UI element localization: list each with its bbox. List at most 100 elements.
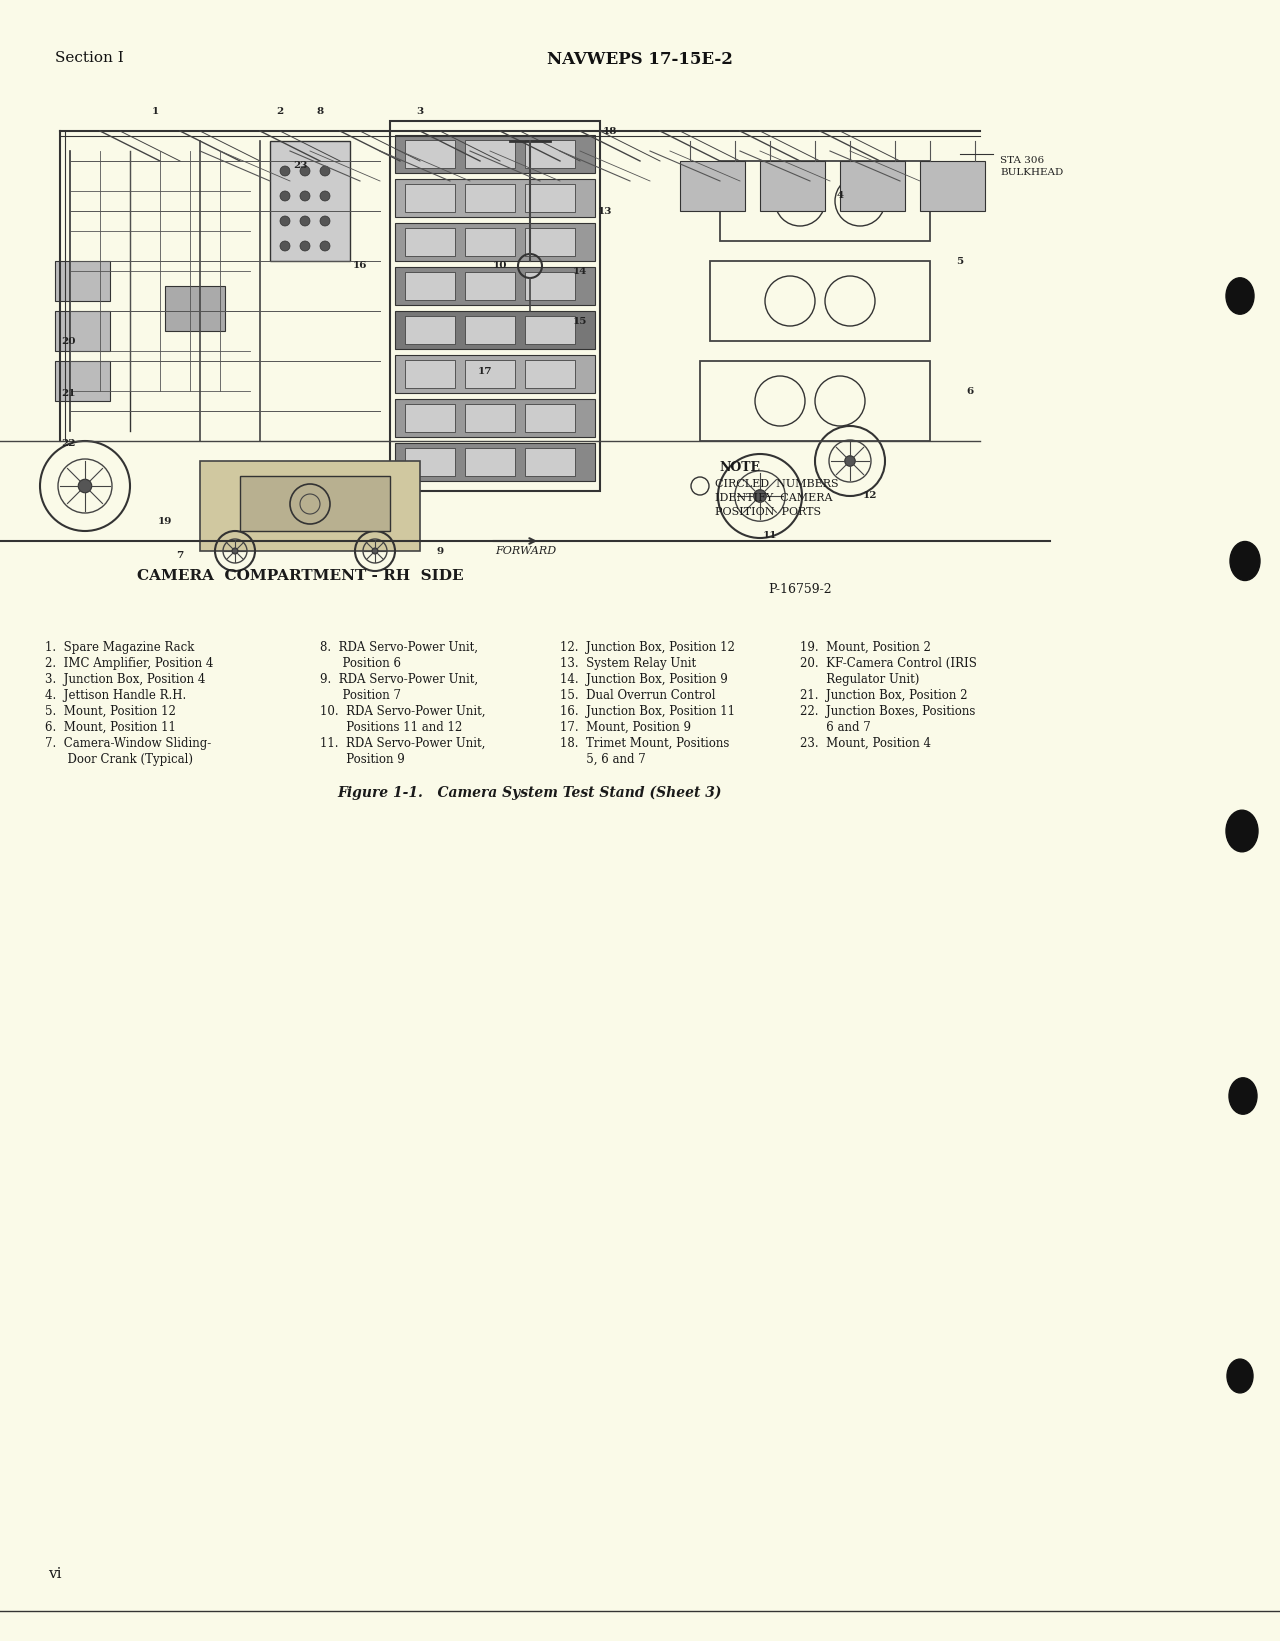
Ellipse shape	[1230, 542, 1260, 581]
Text: Position 6: Position 6	[320, 656, 401, 670]
Circle shape	[232, 548, 238, 555]
Circle shape	[320, 190, 330, 200]
Bar	[55, 312, 110, 351]
Bar	[525, 228, 575, 256]
Text: 19: 19	[157, 517, 173, 525]
Text: 18.  Trimet Mount, Positions: 18. Trimet Mount, Positions	[561, 737, 730, 750]
Text: NAVWEPS 17-15E-2: NAVWEPS 17-15E-2	[547, 51, 733, 67]
Text: 21.  Junction Box, Position 2: 21. Junction Box, Position 2	[800, 689, 968, 702]
Text: 14: 14	[573, 266, 588, 276]
Text: 8.  RDA Servo-Power Unit,: 8. RDA Servo-Power Unit,	[320, 642, 477, 655]
Text: 20.  KF-Camera Control (IRIS: 20. KF-Camera Control (IRIS	[800, 656, 977, 670]
Text: 17: 17	[477, 366, 493, 376]
Text: 15: 15	[573, 317, 588, 325]
Bar	[465, 228, 515, 256]
Text: 15.  Dual Overrun Control: 15. Dual Overrun Control	[561, 689, 716, 702]
Text: 20: 20	[60, 336, 76, 346]
Text: POSITION  PORTS: POSITION PORTS	[716, 507, 822, 517]
Circle shape	[320, 166, 330, 176]
Circle shape	[300, 190, 310, 200]
Circle shape	[754, 489, 767, 502]
Bar	[404, 359, 454, 387]
Bar	[525, 272, 575, 300]
Text: 5.  Mount, Position 12: 5. Mount, Position 12	[45, 706, 175, 719]
Bar	[55, 261, 110, 300]
Bar	[404, 317, 454, 345]
Bar	[525, 359, 575, 387]
Circle shape	[372, 548, 378, 555]
Bar	[200, 461, 420, 551]
Text: 2: 2	[276, 107, 284, 115]
Bar	[396, 354, 595, 392]
Text: 12: 12	[863, 492, 877, 501]
Bar	[396, 267, 595, 305]
Text: vi: vi	[49, 1567, 61, 1580]
Text: 21: 21	[60, 389, 76, 397]
Bar	[465, 317, 515, 345]
Text: 10.  RDA Servo-Power Unit,: 10. RDA Servo-Power Unit,	[320, 706, 485, 719]
Ellipse shape	[1226, 277, 1254, 313]
Text: 14.  Junction Box, Position 9: 14. Junction Box, Position 9	[561, 673, 728, 686]
Bar	[404, 139, 454, 167]
Text: Section I: Section I	[55, 51, 124, 66]
Circle shape	[280, 190, 291, 200]
Bar	[525, 317, 575, 345]
Bar	[465, 448, 515, 476]
Text: 13: 13	[598, 207, 612, 215]
Text: 4: 4	[836, 192, 844, 200]
Text: 3: 3	[416, 107, 424, 115]
Text: 1.  Spare Magazine Rack: 1. Spare Magazine Rack	[45, 642, 195, 655]
Text: 23: 23	[293, 161, 307, 171]
Text: IDENTIFY  CAMERA: IDENTIFY CAMERA	[716, 492, 832, 504]
Text: 18: 18	[603, 126, 617, 136]
Ellipse shape	[1226, 811, 1258, 852]
Text: 23.  Mount, Position 4: 23. Mount, Position 4	[800, 737, 931, 750]
Ellipse shape	[1229, 1078, 1257, 1114]
Bar	[760, 161, 826, 212]
Text: Door Crank (Typical): Door Crank (Typical)	[45, 753, 193, 766]
Bar	[920, 161, 986, 212]
Circle shape	[845, 456, 855, 466]
Text: Positions 11 and 12: Positions 11 and 12	[320, 720, 462, 734]
Circle shape	[320, 217, 330, 226]
Text: 2.  IMC Amplifier, Position 4: 2. IMC Amplifier, Position 4	[45, 656, 214, 670]
Text: FORWARD: FORWARD	[495, 546, 556, 556]
Bar	[404, 228, 454, 256]
Text: 5, 6 and 7: 5, 6 and 7	[561, 753, 645, 766]
Text: P-16759-2: P-16759-2	[768, 583, 832, 596]
Text: CIRCLED  NUMBERS: CIRCLED NUMBERS	[716, 479, 838, 489]
Text: 10: 10	[493, 261, 507, 271]
Text: 7.  Camera-Window Sliding-: 7. Camera-Window Sliding-	[45, 737, 211, 750]
Text: Figure 1-1.   Camera System Test Stand (Sheet 3): Figure 1-1. Camera System Test Stand (Sh…	[338, 786, 722, 801]
Circle shape	[300, 217, 310, 226]
Bar	[396, 312, 595, 350]
Circle shape	[78, 479, 92, 492]
Bar	[525, 184, 575, 212]
Bar	[270, 141, 349, 261]
Bar	[525, 448, 575, 476]
Text: 8: 8	[316, 107, 324, 115]
Bar	[840, 161, 905, 212]
Bar	[710, 261, 931, 341]
Text: 7: 7	[177, 551, 183, 561]
Text: CAMERA  COMPARTMENT - RH  SIDE: CAMERA COMPARTMENT - RH SIDE	[137, 569, 463, 583]
Bar	[719, 161, 931, 241]
Text: 6 and 7: 6 and 7	[800, 720, 870, 734]
Text: Position 7: Position 7	[320, 689, 401, 702]
Circle shape	[320, 241, 330, 251]
Text: 5: 5	[956, 256, 964, 266]
Bar	[396, 223, 595, 261]
Bar	[465, 404, 515, 432]
Bar	[165, 286, 225, 331]
Bar	[404, 272, 454, 300]
Bar	[465, 184, 515, 212]
Bar	[396, 135, 595, 172]
Circle shape	[300, 241, 310, 251]
Bar	[404, 448, 454, 476]
Text: 4.  Jettison Handle R.H.: 4. Jettison Handle R.H.	[45, 689, 187, 702]
Text: 16: 16	[353, 261, 367, 271]
Text: 12.  Junction Box, Position 12: 12. Junction Box, Position 12	[561, 642, 735, 655]
Text: 1: 1	[151, 107, 159, 115]
Bar	[396, 399, 595, 437]
Text: 6: 6	[966, 387, 974, 395]
